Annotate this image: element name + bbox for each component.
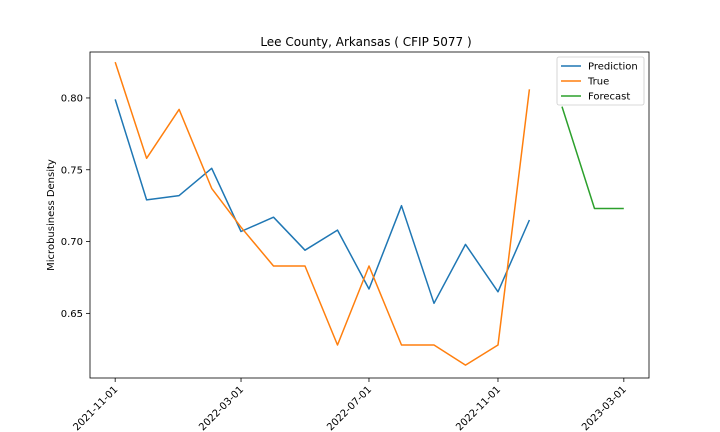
legend-label-prediction: Prediction	[588, 62, 638, 73]
x-tick-label: 2022-11-01	[454, 384, 503, 432]
x-tick-label: 2021-11-01	[71, 384, 120, 432]
legend: Prediction True Forecast	[556, 56, 645, 106]
plot-frame	[89, 51, 650, 379]
series-line-forecast	[561, 106, 624, 210]
x-tick-label: 2023-03-01	[580, 384, 629, 432]
legend-label-true: True	[587, 77, 609, 88]
legend-box	[556, 56, 645, 106]
y-axis: 0.65 0.70 0.75 0.80	[61, 93, 90, 320]
y-axis-label: Microbusiness Density	[46, 159, 57, 271]
y-tick-label: 0.65	[61, 309, 83, 320]
y-tick-label: 0.70	[61, 237, 83, 248]
series-line-true	[114, 61, 531, 366]
chart-title: Lee County, Arkansas ( CFIP 5077 )	[260, 35, 471, 49]
y-tick-label: 0.80	[61, 93, 83, 104]
x-tick-label: 2022-03-01	[197, 384, 246, 432]
plot-area	[114, 61, 624, 366]
legend-label-forecast: Forecast	[588, 92, 630, 103]
y-tick-label: 0.75	[61, 165, 83, 176]
x-tick-label: 2022-07-01	[325, 384, 374, 432]
x-axis: 2021-11-01 2022-03-01 2022-07-01 2022-11-01…	[71, 378, 629, 432]
series-line-prediction	[114, 99, 531, 305]
